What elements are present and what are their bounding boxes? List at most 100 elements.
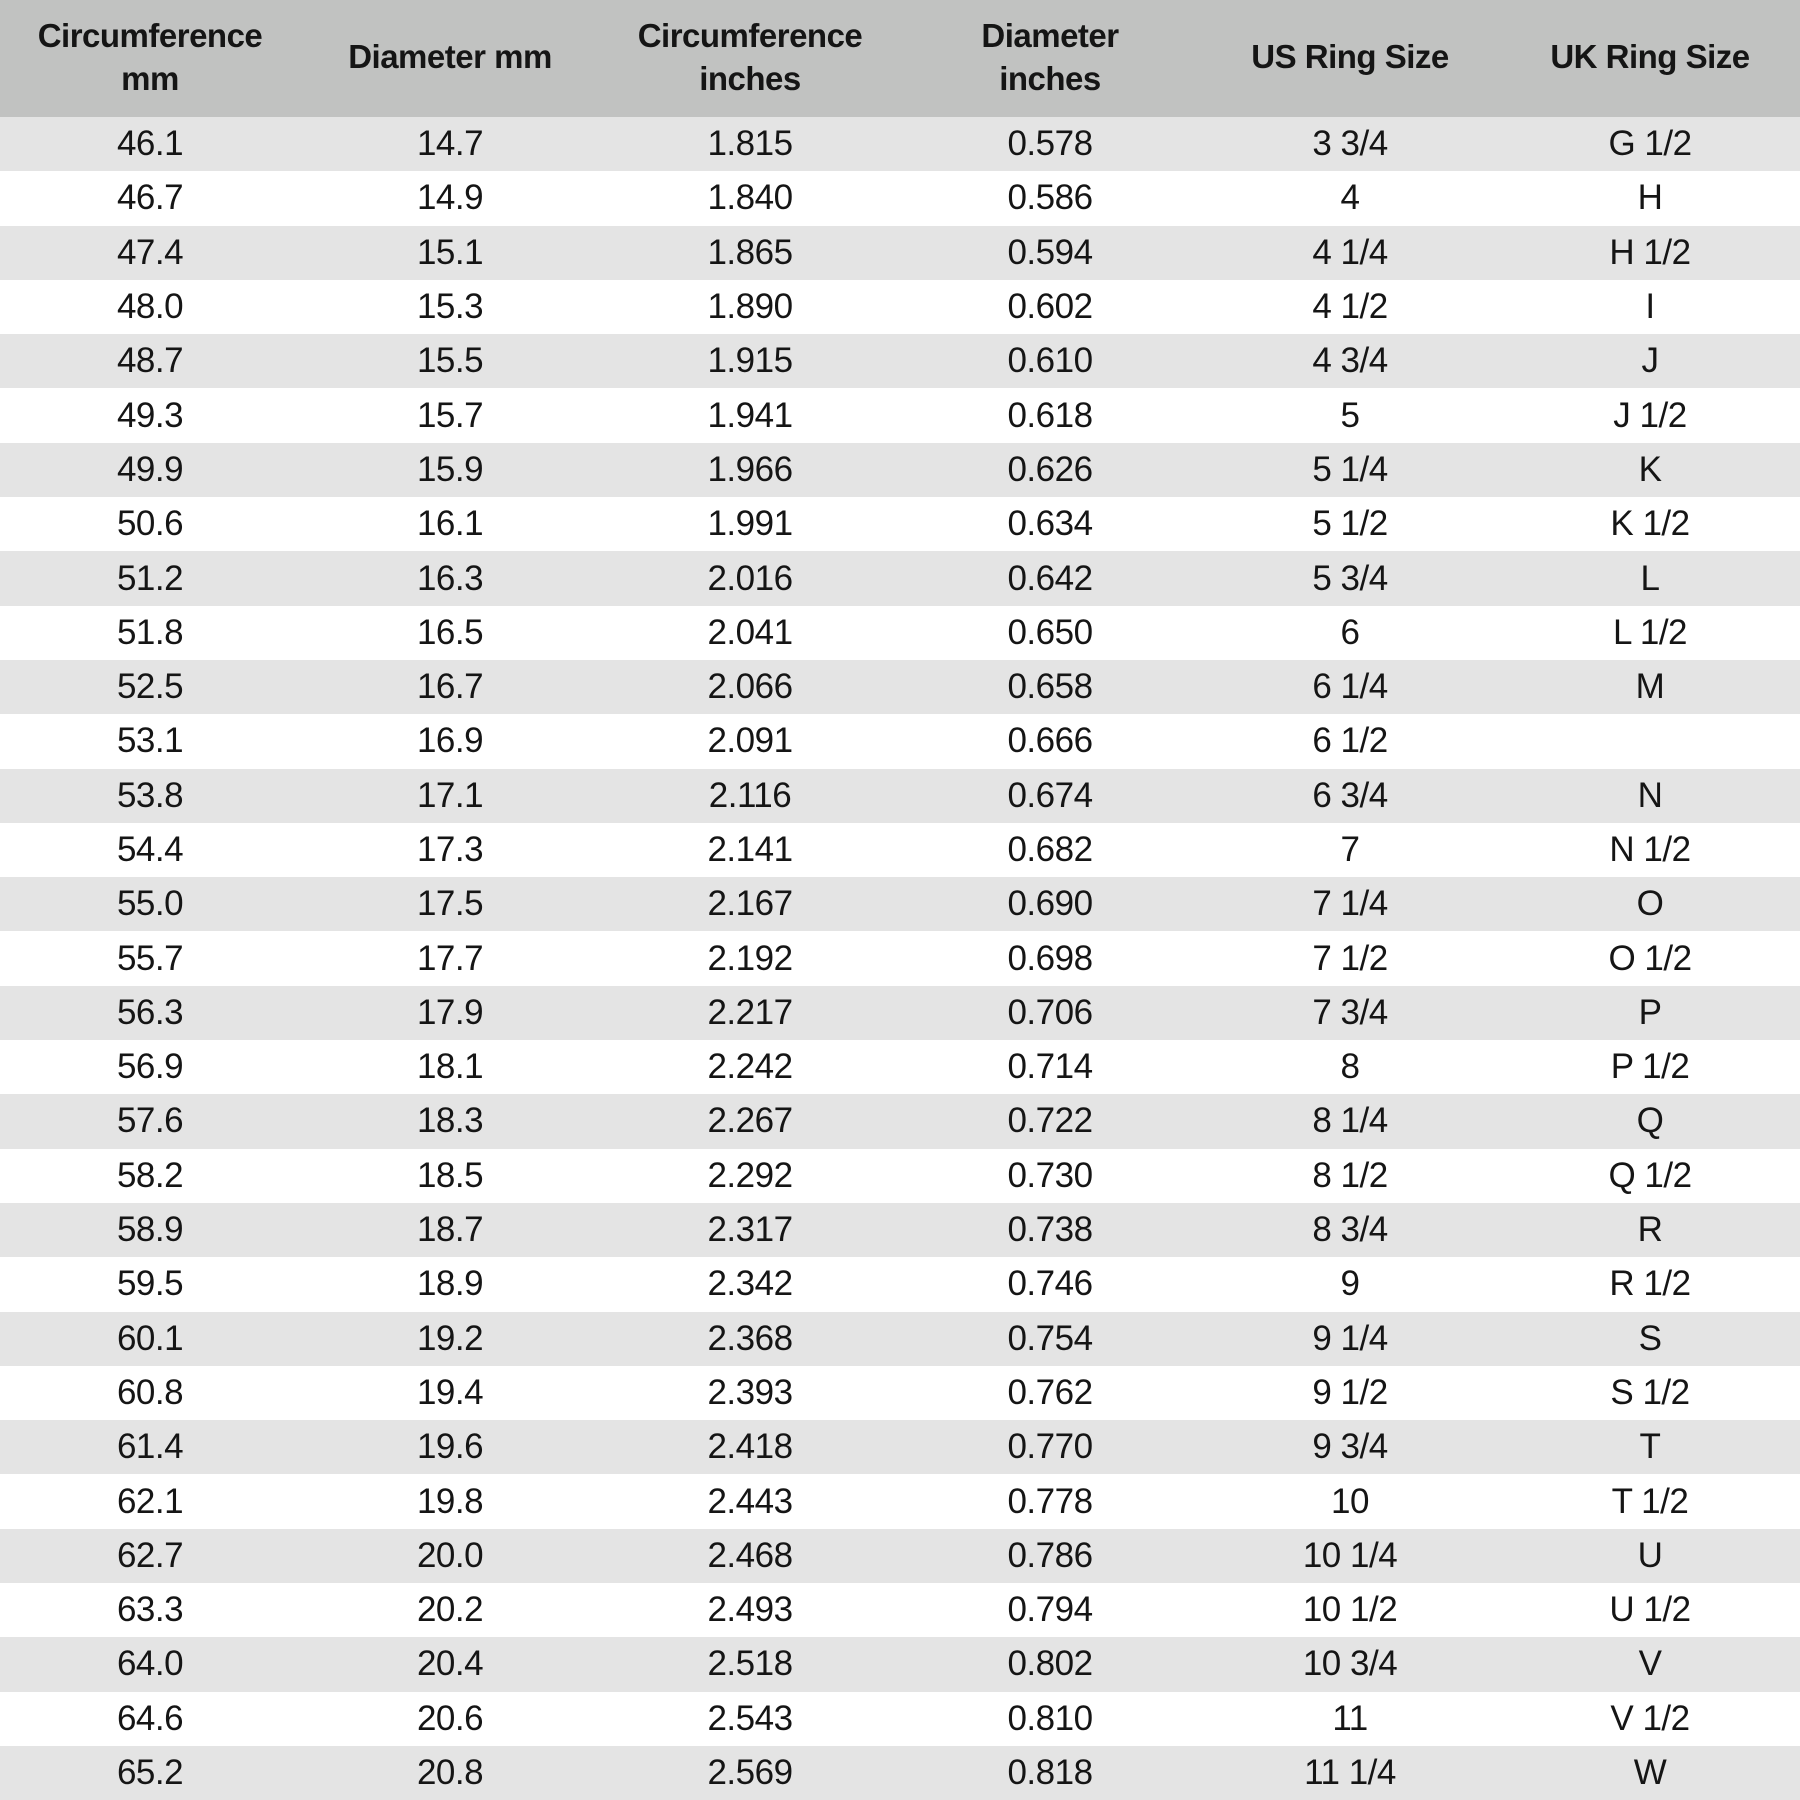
cell-diameter-inches: 0.746 [1007,1264,1093,1304]
cell-us-ring-size: 5 1/2 [1312,504,1388,544]
cell-diameter-mm: 16.9 [416,721,484,761]
cell-circumference-mm: 49.9 [116,449,184,489]
table-row: 63.3 20.2 2.493 0.794 10 1/2 U 1/2 [0,1583,1800,1638]
cell-diameter-inches: 0.626 [1007,449,1093,489]
cell-circumference-mm: 62.1 [116,1481,184,1521]
cell-uk-ring-size: S 1/2 [1610,1372,1690,1412]
table-row: 49.9 15.9 1.966 0.626 5 1/4 K [0,442,1800,498]
cell-diameter-mm: 18.1 [416,1047,484,1087]
cell-circumference-inches: 2.468 [707,1535,793,1575]
cell-diameter-mm: 19.8 [416,1481,484,1521]
cell-uk-ring-size: V [1638,1644,1662,1684]
cell-uk-ring-size: T 1/2 [1611,1481,1689,1521]
cell-diameter-inches: 0.642 [1007,558,1093,598]
cell-us-ring-size: 4 3/4 [1312,341,1388,381]
cell-circumference-mm: 48.0 [116,287,184,327]
cell-diameter-mm: 20.6 [416,1698,484,1738]
cell-us-ring-size: 8 [1340,1047,1360,1087]
cell-circumference-mm: 46.1 [116,124,184,164]
table-row: 46.1 14.7 1.815 0.578 3 3/4 G 1/2 [0,117,1800,172]
cell-circumference-mm: 58.2 [116,1155,184,1195]
table-row: 59.5 18.9 2.342 0.746 9 R 1/2 [0,1257,1800,1312]
cell-circumference-mm: 57.6 [116,1101,184,1141]
cell-circumference-mm: 65.2 [116,1753,184,1793]
table-row: 51.8 16.5 2.041 0.650 6 L 1/2 [0,605,1800,660]
cell-us-ring-size: 8 1/4 [1312,1101,1388,1141]
table-row: 62.7 20.0 2.468 0.786 10 1/4 U [0,1528,1800,1584]
table-row: 62.1 19.8 2.443 0.778 10 T 1/2 [0,1474,1800,1529]
cell-diameter-inches: 0.594 [1007,232,1093,272]
cell-uk-ring-size: M [1635,667,1665,707]
column-header-text: UK Ring Size [1550,38,1750,75]
cell-us-ring-size: 6 3/4 [1312,775,1388,815]
cell-diameter-mm: 18.3 [416,1101,484,1141]
cell-diameter-inches: 0.634 [1007,504,1093,544]
cell-uk-ring-size: R 1/2 [1609,1264,1691,1304]
table-header: Circumference mm Diameter mm Circumference i… [0,0,1800,117]
cell-us-ring-size: 7 1/4 [1312,884,1388,924]
cell-circumference-mm: 64.0 [116,1644,184,1684]
column-header-text: US Ring Size [1251,38,1449,75]
cell-circumference-inches: 2.242 [707,1047,793,1087]
cell-diameter-mm: 17.1 [416,775,484,815]
table-row: 53.1 16.9 2.091 0.666 6 1/2 [0,714,1800,769]
cell-diameter-inches: 0.770 [1007,1427,1093,1467]
cell-diameter-mm: 19.6 [416,1427,484,1467]
cell-circumference-inches: 2.443 [707,1481,793,1521]
cell-diameter-mm: 20.4 [416,1644,484,1684]
column-header-us-ring-size: US Ring Size [1200,0,1500,117]
column-header-circumference-mm: Circumference mm [0,0,300,117]
cell-diameter-mm: 16.5 [416,612,484,652]
cell-uk-ring-size: G 1/2 [1608,124,1692,164]
table-row: 57.6 18.3 2.267 0.722 8 1/4 Q [0,1094,1800,1149]
cell-diameter-inches: 0.618 [1007,395,1093,435]
column-header-text: inches [699,59,801,97]
cell-diameter-inches: 0.698 [1007,938,1093,978]
table-row: 48.0 15.3 1.890 0.602 4 1/2 I [0,279,1800,335]
cell-circumference-mm: 60.8 [116,1372,184,1412]
cell-diameter-inches: 0.578 [1007,124,1093,164]
cell-circumference-mm: 59.5 [116,1264,184,1304]
cell-circumference-mm: 60.1 [116,1318,184,1358]
cell-us-ring-size: 5 1/4 [1312,449,1388,489]
cell-diameter-mm: 15.1 [416,232,484,272]
cell-circumference-inches: 2.342 [707,1264,793,1304]
cell-uk-ring-size: K 1/2 [1610,504,1690,544]
cell-us-ring-size: 5 3/4 [1312,558,1388,598]
cell-circumference-inches: 2.518 [707,1644,793,1684]
cell-circumference-mm: 54.4 [116,830,184,869]
cell-circumference-inches: 2.192 [707,938,793,978]
cell-circumference-mm: 46.7 [116,178,184,218]
cell-circumference-mm: 58.9 [116,1210,184,1250]
cell-circumference-inches: 2.066 [707,667,793,707]
cell-circumference-mm: 53.8 [116,775,184,815]
column-header-diameter-mm: Diameter mm [300,0,600,117]
cell-diameter-inches: 0.754 [1007,1318,1093,1358]
cell-circumference-inches: 1.966 [707,449,793,489]
cell-diameter-mm: 17.3 [416,830,484,869]
cell-diameter-mm: 19.4 [416,1372,484,1412]
cell-uk-ring-size: L 1/2 [1612,612,1688,652]
cell-circumference-mm: 49.3 [116,395,184,435]
cell-us-ring-size: 10 1/4 [1302,1535,1398,1575]
table-row: 50.6 16.1 1.991 0.634 5 1/2 K 1/2 [0,497,1800,552]
column-header-text: Circumference [37,16,263,54]
cell-diameter-inches: 0.762 [1007,1372,1093,1412]
cell-circumference-inches: 2.317 [707,1210,793,1250]
table-row: 60.1 19.2 2.368 0.754 9 1/4 S [0,1311,1800,1366]
cell-us-ring-size: 3 3/4 [1312,124,1388,164]
table-row: 49.3 15.7 1.941 0.618 5 J 1/2 [0,388,1800,443]
cell-circumference-inches: 1.915 [707,341,793,381]
table-row: 56.3 17.9 2.217 0.706 7 3/4 P [0,985,1800,1041]
cell-circumference-inches: 1.890 [707,287,793,327]
column-header-circumference-inches: Circumference inches [600,0,900,117]
cell-uk-ring-size: P [1638,992,1662,1032]
table-row: 64.6 20.6 2.543 0.810 11 V 1/2 [0,1691,1800,1746]
cell-us-ring-size: 6 [1340,612,1360,652]
table-body: 46.1 14.7 1.815 0.578 3 3/4 G 1/2 46.7 14.9 1.84… [0,117,1800,1800]
cell-uk-ring-size: J [1641,341,1660,381]
cell-circumference-mm: 47.4 [116,232,184,272]
cell-diameter-mm: 20.2 [416,1590,484,1630]
cell-circumference-inches: 2.543 [707,1698,793,1738]
